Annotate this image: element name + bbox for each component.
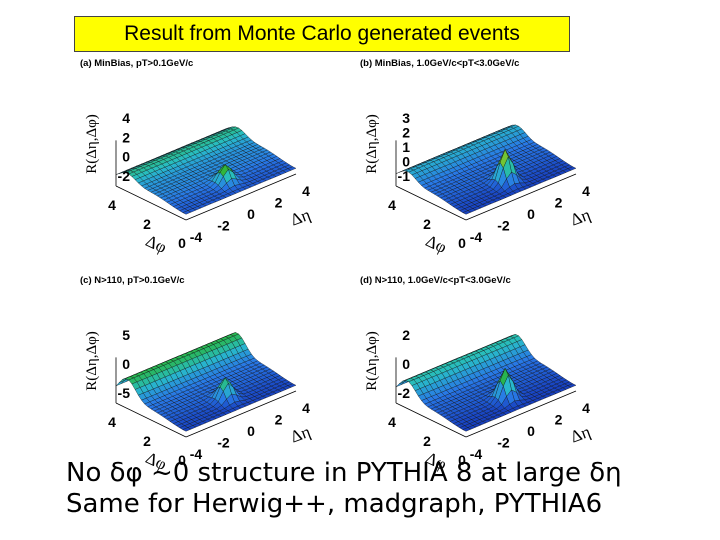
- z-tick-label: 1: [402, 139, 410, 155]
- z-tick-label: -5: [118, 385, 131, 401]
- x-tick-label: 4: [582, 183, 590, 199]
- x-tick-label: 4: [302, 183, 310, 199]
- z-tick-label: 5: [122, 327, 130, 343]
- surface-mesh-a: [115, 126, 297, 215]
- y-tick-label: 0: [458, 452, 466, 468]
- z-tick-label: -2: [118, 168, 131, 184]
- x-axis-label: Δη: [288, 422, 313, 447]
- panel-title-d: (d) N>110, 1.0GeV/c<pT<3.0GeV/c: [360, 275, 511, 286]
- surface-plot-a: (a) MinBias, pT>0.1GeV/c R(Δη,Δφ) 4 2 0 -2 4 2…: [78, 58, 368, 258]
- surface-cell: [462, 210, 472, 215]
- y-tick-label: 2: [423, 216, 431, 232]
- y-tick-label: 2: [423, 433, 431, 449]
- x-tick-label: -2: [497, 218, 510, 234]
- surface-cell: [182, 427, 192, 432]
- z-tick-label: 0: [122, 356, 130, 372]
- axis-lines-d: [395, 357, 577, 438]
- y-tick-label: 4: [388, 197, 396, 213]
- x-tick-label: -2: [217, 218, 230, 234]
- x-tick-label: -4: [190, 229, 203, 245]
- axis-line: [185, 390, 297, 438]
- y-tick-label: 4: [108, 414, 116, 430]
- z-axis-label: R(Δη,Δφ): [84, 331, 100, 391]
- y-tick-label: 4: [108, 197, 116, 213]
- z-tick-label: 0: [402, 154, 410, 170]
- surface-mesh-b: [395, 124, 577, 215]
- x-tick-label: 2: [555, 412, 563, 428]
- x-tick-label: -2: [217, 435, 230, 451]
- surface-mesh-c: [115, 332, 297, 432]
- x-axis-label: Δη: [568, 205, 593, 230]
- x-tick-label: 4: [302, 400, 310, 416]
- surface-cell: [462, 427, 472, 432]
- x-tick-label: 0: [247, 423, 255, 439]
- axis-line: [115, 185, 187, 221]
- y-tick-label: 0: [178, 452, 186, 468]
- x-axis-label: Δη: [288, 205, 313, 230]
- z-tick-label: 2: [402, 125, 410, 141]
- z-tick-label: -2: [398, 385, 411, 401]
- axis-lines-c: [115, 357, 297, 438]
- x-tick-label: 0: [527, 206, 535, 222]
- y-tick-label: 2: [143, 433, 151, 449]
- x-axis-label: Δη: [568, 422, 593, 447]
- y-tick-label: 2: [143, 216, 151, 232]
- axis-lines-a: [115, 140, 297, 221]
- z-tick-label: 2: [402, 327, 410, 343]
- axis-line: [465, 173, 577, 221]
- y-tick-label: 4: [388, 414, 396, 430]
- surface-plot-d: (d) N>110, 1.0GeV/c<pT<3.0GeV/c R(Δη,Δφ)…: [358, 275, 648, 475]
- axis-line: [115, 402, 187, 438]
- panel-title-c: (c) N>110, pT>0.1GeV/c: [80, 275, 185, 286]
- x-tick-label: 2: [275, 195, 283, 211]
- z-tick-label: 0: [122, 149, 130, 165]
- z-axis-label: R(Δη,Δφ): [364, 331, 380, 391]
- x-tick-label: -4: [470, 229, 483, 245]
- slide-title: Result from Monte Carlo generated events: [74, 16, 570, 52]
- z-tick-label: 2: [122, 129, 130, 145]
- axis-line: [465, 390, 577, 438]
- panel-title-b: (b) MinBias, 1.0GeV/c<pT<3.0GeV/c: [360, 58, 520, 69]
- x-tick-label: 2: [555, 195, 563, 211]
- z-tick-label: -1: [398, 168, 411, 184]
- axis-line: [395, 185, 467, 221]
- z-tick-label: 3: [402, 110, 410, 126]
- y-tick-label: 0: [458, 235, 466, 251]
- y-axis-label: Δφ: [143, 231, 170, 257]
- surface-cell: [182, 210, 192, 215]
- x-tick-label: 4: [582, 400, 590, 416]
- surface-plot-c: (c) N>110, pT>0.1GeV/c R(Δη,Δφ) 5 0 -5 4 2 0 -2…: [78, 275, 368, 475]
- x-tick-label: 0: [247, 206, 255, 222]
- footer-notes: No δφ ~0 structure in PYTHIA 8 at large …: [66, 458, 686, 520]
- x-tick-label: 0: [527, 423, 535, 439]
- surface-mesh-d: [395, 334, 577, 432]
- footer-line-2: Same for Herwig++, madgraph, PYTHIA6: [66, 489, 603, 519]
- x-tick-label: -4: [470, 446, 483, 462]
- z-axis-label: R(Δη,Δφ): [84, 114, 100, 174]
- z-axis-label: R(Δη,Δφ): [364, 114, 380, 174]
- y-tick-label: 0: [178, 235, 186, 251]
- y-axis-label: Δφ: [423, 231, 450, 257]
- z-tick-label: 4: [122, 110, 130, 126]
- axis-line: [395, 402, 467, 438]
- footer-line-1: No δφ ~0 structure in PYTHIA 8 at large …: [66, 458, 622, 488]
- axis-line: [185, 173, 297, 221]
- x-tick-label: -4: [190, 446, 203, 462]
- panel-title-a: (a) MinBias, pT>0.1GeV/c: [80, 58, 194, 69]
- surface-plot-b: (b) MinBias, 1.0GeV/c<pT<3.0GeV/c R(Δη,Δ…: [358, 58, 648, 258]
- axis-lines-b: [395, 140, 577, 221]
- x-tick-label: -2: [497, 435, 510, 451]
- z-tick-label: 0: [402, 356, 410, 372]
- x-tick-label: 2: [275, 412, 283, 428]
